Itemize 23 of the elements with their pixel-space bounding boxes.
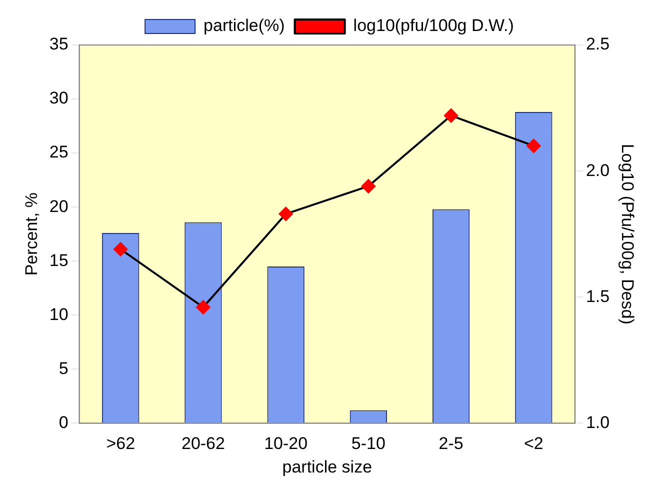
y-tick-label: 15: [49, 250, 68, 270]
x-axis-title: particle size: [282, 457, 372, 476]
y-tick-label: 30: [49, 88, 68, 108]
x-tick-label: <2: [524, 434, 544, 454]
x-tick-label: 5-10: [351, 434, 386, 454]
x-tick-label: 20-62: [181, 434, 225, 454]
y-tick-label: 35: [49, 34, 68, 54]
x-tick-label: 10-20: [264, 434, 308, 454]
y-tick-label: 20: [49, 196, 68, 216]
y-tick-label: 10: [49, 304, 68, 324]
y2-tick-label: 1.0: [586, 412, 610, 432]
y-tick-label: 0: [58, 412, 68, 432]
x-tick-label: >62: [106, 434, 136, 454]
y2-axis-title: Log10 (Pfu/100g, Desd): [618, 144, 638, 324]
y2-tick-label: 2.5: [586, 34, 610, 54]
x-tick-label: 2-5: [438, 434, 464, 454]
y2-tick-label: 2.0: [586, 160, 610, 180]
y2-tick-label: 1.5: [586, 286, 610, 306]
y-tick-label: 25: [49, 142, 68, 162]
legend-label: particle(%): [204, 16, 285, 36]
y-tick-label: 5: [58, 358, 68, 378]
legend-label: log10(pfu/100g D.W.): [353, 16, 514, 36]
y-axis-title: Percent, %: [22, 192, 41, 276]
